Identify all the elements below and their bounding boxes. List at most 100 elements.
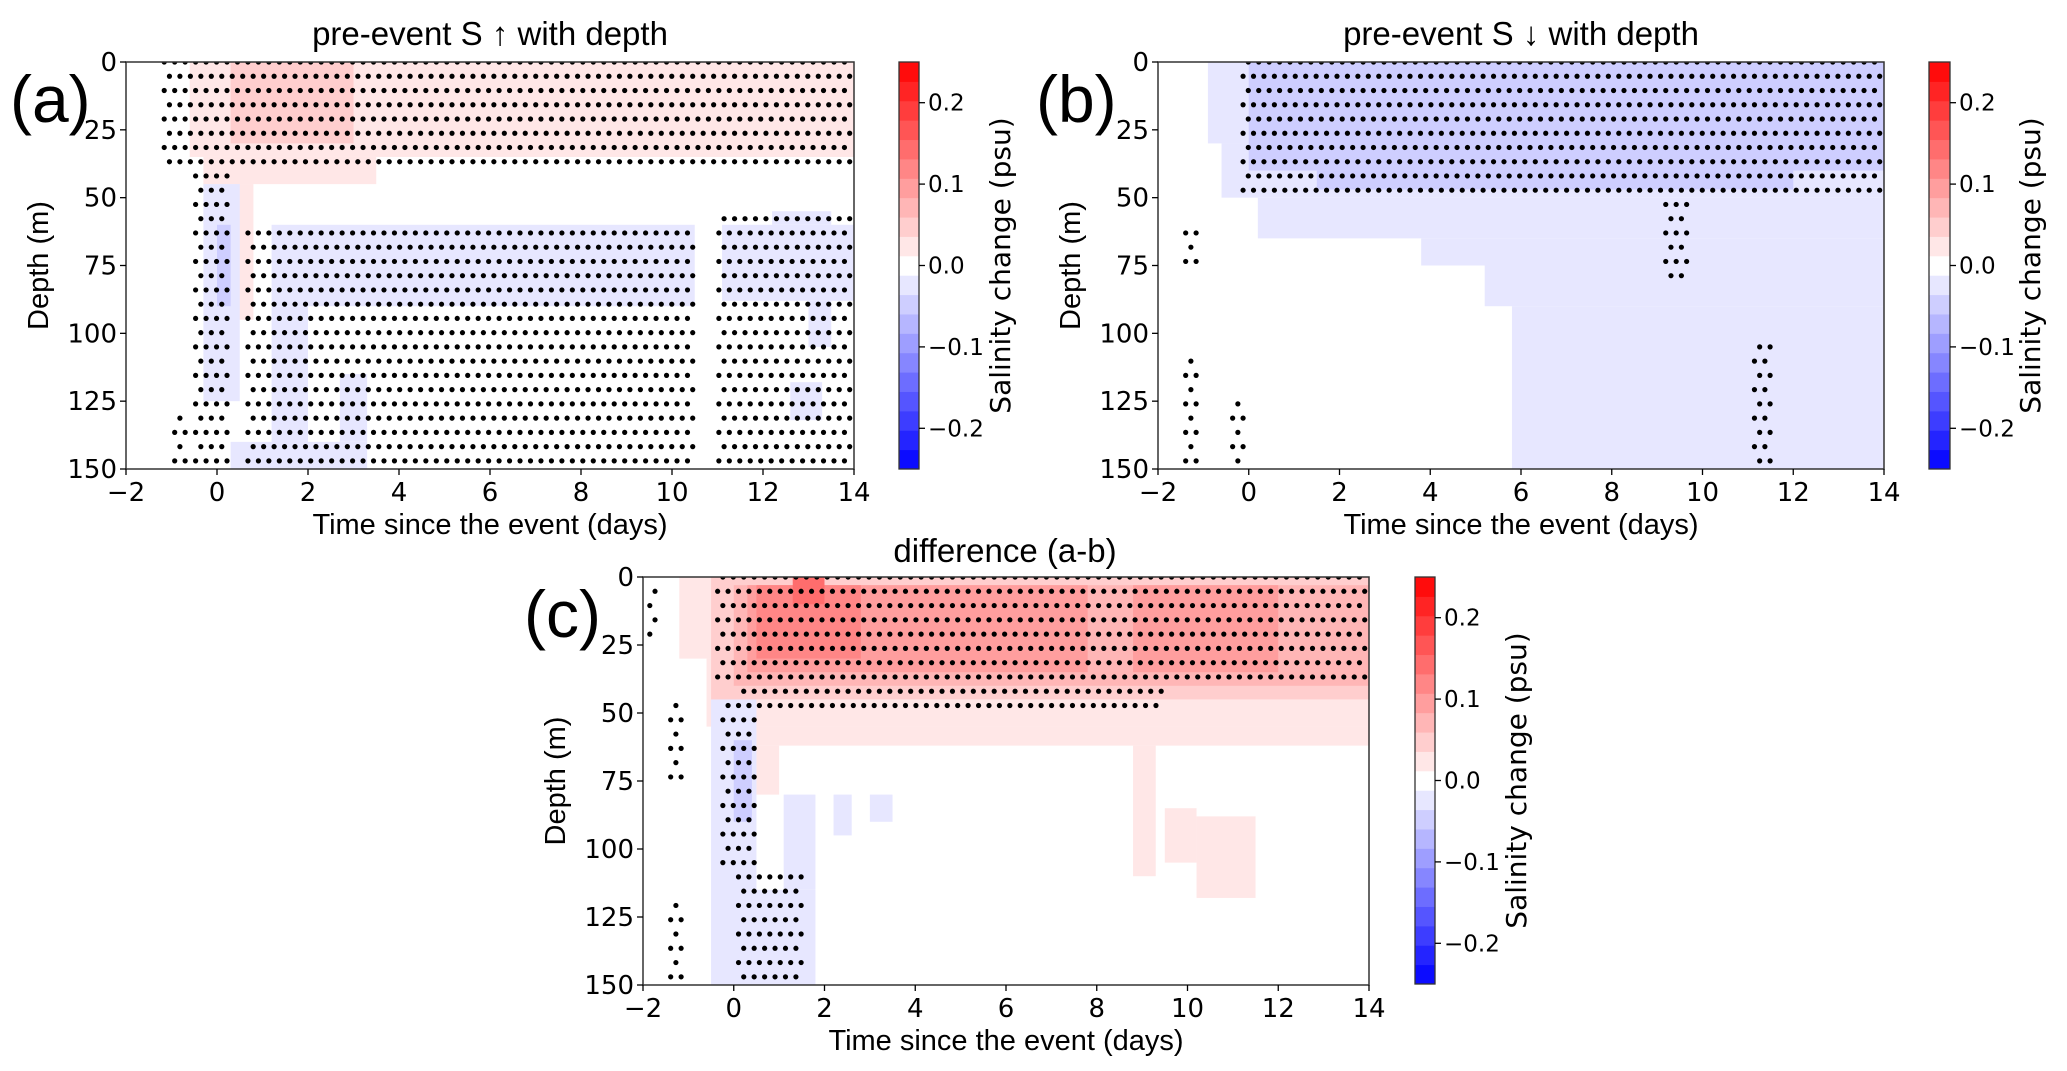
stipple-dot [590,401,596,407]
stipple-dot [720,717,726,723]
stipple-dot [381,344,387,350]
stipple-dot [1517,173,1523,179]
stipple-dot [292,159,298,165]
stipple-dot [386,159,392,165]
stipple-dot [1850,87,1857,94]
stipple-dot [1830,87,1836,94]
stipple-dot [1631,173,1638,179]
stipple-dot [470,102,476,108]
stipple-dot [465,258,471,265]
stipple-dot [1101,702,1107,709]
stipple-dot [281,102,288,108]
stipple-dot [1142,617,1149,623]
stipple-dot [543,102,549,108]
stipple-dot [266,458,272,464]
stipple-dot [517,287,523,293]
stipple-dot [355,387,361,393]
colorbar-label: Salinity change (psu) [984,117,1017,413]
stipple-dot [198,130,204,136]
stipple-dot [590,315,596,322]
stipple-dot [569,458,575,464]
stipple-dot [548,401,555,407]
stipple-dot [1127,660,1133,666]
stipple-dot [423,458,429,464]
stipple-dot [1830,173,1836,179]
stipple-dot [1344,130,1351,136]
stipple-dot [554,301,560,307]
stipple-dot [777,702,783,709]
stipple-dot [820,116,827,122]
stipple-dot [423,87,429,94]
stipple-dot [836,273,842,279]
stipple-dot [281,73,288,79]
stipple-dot [810,401,816,407]
stipple-dot [193,173,199,179]
stipple-dot [794,102,800,108]
stipple-dot [1480,159,1486,165]
stipple-dot [1169,660,1175,666]
stipple-dot [360,429,366,435]
stipple-dot [902,617,909,623]
stipple-dot [1438,73,1444,79]
stipple-dot [370,401,377,407]
stipple-dot [779,344,785,350]
stipple-dot [826,273,832,279]
stipple-dot [611,372,617,378]
stipple-dot [245,344,251,350]
stipple-dot [407,102,413,108]
stipple-dot [397,244,403,250]
stipple-dot [831,372,837,378]
stipple-dot [1621,87,1627,94]
stipple-dot [323,444,330,450]
stipple-dot [1313,159,1319,165]
stipple-dot [339,344,345,350]
stipple-dot [527,372,534,378]
stipple-dot [653,258,659,265]
stipple-dot [386,301,392,307]
stipple-dot [1111,702,1117,709]
stipple-dot [913,617,919,623]
stipple-dot [779,116,785,122]
stipple-dot [632,258,638,265]
stipple-dot [334,159,340,165]
x-tick-label: 14 [1352,994,1385,1024]
stipple-dot [1527,144,1533,151]
stipple-dot [1772,102,1778,108]
stipple-dot [1080,645,1086,652]
stipple-dot [1777,87,1784,94]
stipple-dot [397,159,403,165]
stipple-dot [799,458,806,464]
stipple-dot [1080,617,1086,623]
stipple-dot [1757,401,1763,407]
stipple-dot [580,401,586,407]
stipple-dot [789,230,795,236]
stipple-dot [934,645,940,652]
stipple-dot [653,144,659,151]
stipple-dot [841,116,848,122]
stipple-dot [491,358,497,364]
stipple-dot [329,401,335,407]
stipple-dot [1605,130,1611,136]
stipple-dot [412,458,418,464]
stipple-dot [965,588,971,594]
stipple-dot [1871,144,1878,151]
stipple-dot [287,116,293,122]
stipple-dot [726,344,732,350]
colorbar-bin [899,236,919,257]
stipple-dot [767,645,773,652]
stipple-dot [198,244,204,250]
stipple-dot [1710,102,1716,108]
stipple-dot [1266,116,1272,122]
stipple-dot [1824,73,1831,79]
stipple-dot [622,116,628,122]
stipple-dot [1584,130,1591,136]
stipple-dot [1339,173,1345,179]
stipple-dot [428,301,434,307]
stipple-dot [1678,244,1685,250]
stipple-dot [402,87,408,94]
stipple-dot [1819,144,1825,151]
stipple-dot [1261,73,1267,79]
stipple-dot [679,358,685,364]
stipple-dot [585,358,591,364]
stipple-dot [684,458,691,464]
